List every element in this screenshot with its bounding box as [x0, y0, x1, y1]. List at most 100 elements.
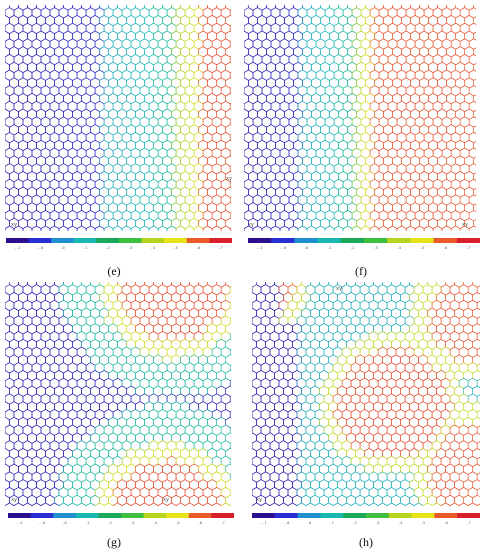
- hex-cell: [324, 225, 335, 231]
- hex-cell: [225, 124, 231, 136]
- hex-cell: [225, 139, 231, 151]
- hex-cell: [287, 502, 298, 506]
- hex-cell: [67, 225, 78, 231]
- colorbar-g: -.1 -.0 .0 .1 .2 .3 .4 .5 .6 .7: [8, 513, 234, 525]
- hex-cell: [360, 225, 371, 231]
- hex-cell: [121, 502, 132, 506]
- hex-cell: [395, 502, 406, 506]
- hex-cell: [449, 502, 460, 506]
- hex-cell: [404, 502, 415, 506]
- hex-cell: [85, 225, 96, 231]
- colorbar-tick-label: .2: [352, 521, 356, 525]
- colorbar-tick-label: .7: [219, 246, 223, 250]
- hex-cell: [108, 5, 118, 11]
- hex-cell: [22, 225, 33, 231]
- hex-cell: [338, 5, 348, 11]
- hex-cell: [225, 494, 231, 506]
- colorbar-segment: [252, 513, 276, 518]
- panel-caption-h: (h): [359, 535, 373, 549]
- hex-cell: [229, 165, 231, 173]
- corner-mark-f-left: xy: [248, 222, 255, 228]
- hex-cell: [148, 225, 159, 231]
- hex-cell: [54, 5, 64, 11]
- colorbar-tick-label: -.0: [39, 521, 45, 525]
- hex-cell: [40, 502, 51, 506]
- hex-cell: [342, 225, 353, 231]
- colorbar-tick-label: .0: [60, 246, 64, 250]
- corner-mark-g-left: xy: [11, 497, 18, 503]
- hex-cell: [261, 225, 272, 231]
- hex-cell: [229, 395, 231, 403]
- hex-cell: [459, 225, 470, 231]
- hex-cell: [468, 22, 476, 34]
- hex-cell: [368, 502, 379, 506]
- hex-cell: [283, 282, 293, 288]
- hex-cell: [5, 225, 15, 231]
- corner-mark-e-left: xy: [11, 222, 18, 228]
- panel-caption-e: (e): [107, 264, 121, 278]
- hex-cell: [440, 502, 451, 506]
- hex-cell: [423, 225, 434, 231]
- hex-cell: [252, 502, 262, 506]
- hex-cell: [274, 282, 284, 288]
- hex-cell: [225, 217, 231, 229]
- hex-cell: [81, 282, 91, 288]
- hex-cell: [63, 282, 73, 288]
- hex-cell: [229, 333, 231, 341]
- hex-cell: [410, 5, 420, 11]
- hex-cell: [284, 5, 294, 11]
- colorbar-segment: [271, 238, 295, 243]
- hex-cell: [202, 225, 213, 231]
- hex-cell: [153, 5, 163, 11]
- colorbar-segment: [186, 238, 210, 243]
- hex-cell: [229, 286, 231, 294]
- hex-cell: [112, 502, 123, 506]
- hex-cell: [468, 100, 476, 112]
- hex-cell: [468, 54, 476, 66]
- hex-cell: [422, 502, 433, 506]
- hex-cell: [377, 502, 388, 506]
- colorbar-segment: [141, 238, 165, 243]
- hex-cell: [225, 15, 231, 27]
- hex-cell: [229, 102, 231, 110]
- colorbar-tick-label: .5: [173, 246, 177, 250]
- colorbar-tick-label: .3: [128, 246, 132, 250]
- hex-cell: [49, 225, 60, 231]
- hex-cell: [332, 502, 343, 506]
- colorbar-segment: [8, 513, 32, 518]
- hex-cell: [472, 401, 480, 413]
- hex-cell: [229, 301, 231, 309]
- colorbar-tick-label: .7: [221, 521, 225, 525]
- hex-cell: [468, 163, 476, 175]
- colorbar-segment: [188, 513, 212, 518]
- hex-cell: [229, 473, 231, 481]
- honeycomb-plot-h: [252, 282, 480, 506]
- hex-cell: [175, 502, 186, 506]
- hex-cell: [225, 108, 231, 120]
- hex-cell: [225, 463, 231, 475]
- hex-cell: [468, 178, 476, 190]
- hex-cell: [269, 502, 280, 506]
- hex-cell: [396, 225, 407, 231]
- hex-cell: [36, 5, 46, 11]
- colorbar-segment: [411, 513, 435, 518]
- colorbar-tick-label: .4: [153, 521, 157, 525]
- hex-cell: [229, 227, 231, 231]
- hex-cell: [40, 225, 51, 231]
- hex-cell: [382, 282, 392, 288]
- hex-cell: [409, 282, 419, 288]
- hex-cell: [184, 502, 195, 506]
- hex-cell: [244, 225, 254, 231]
- hex-cell: [279, 225, 290, 231]
- hex-cell: [189, 5, 199, 11]
- hex-cell: [413, 502, 424, 506]
- hex-cell: [260, 502, 271, 506]
- hex-cell: [117, 5, 127, 11]
- hex-cell: [418, 282, 428, 288]
- hex-cell: [76, 225, 87, 231]
- hex-cell: [76, 502, 87, 506]
- colorbar-tick-label: -.0: [37, 246, 43, 250]
- colorbar-tick-label: .7: [466, 521, 470, 525]
- hex-cell: [472, 307, 480, 319]
- hex-cell: [229, 40, 231, 48]
